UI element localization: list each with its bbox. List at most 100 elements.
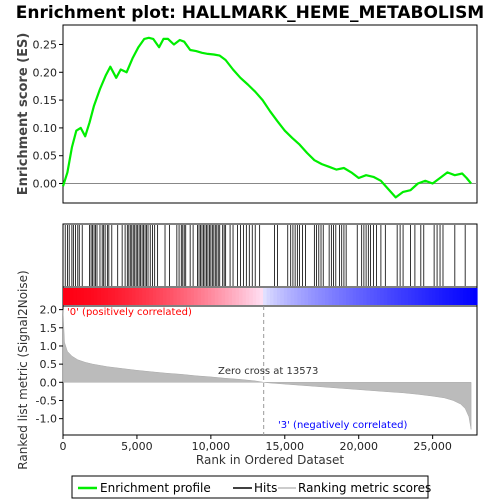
color-bar-segment xyxy=(390,288,395,305)
color-bar-segment xyxy=(235,288,240,305)
color-bar-segment xyxy=(218,288,223,305)
color-bar-segment xyxy=(370,288,375,305)
color-bar-segment xyxy=(325,288,330,305)
es-y-tick-label: 0.10 xyxy=(33,122,58,135)
color-bar-segment xyxy=(207,288,212,305)
color-bar-segment xyxy=(356,288,361,305)
color-bar-segment xyxy=(94,288,99,305)
color-bar-segment xyxy=(76,288,81,305)
color-bar-segment xyxy=(335,288,340,305)
color-bar-segment xyxy=(121,288,126,305)
color-bar-segment xyxy=(228,288,233,305)
color-bar-segment xyxy=(363,288,368,305)
color-bar-segment xyxy=(90,288,95,305)
color-bar-segment xyxy=(304,288,309,305)
color-bar-segment xyxy=(352,288,357,305)
color-bar-segment xyxy=(442,288,447,305)
color-bar-segment xyxy=(463,288,468,305)
color-bar-segment xyxy=(270,288,275,305)
ranking-metric-area xyxy=(62,309,472,430)
rank-x-tick-label: 0 xyxy=(60,440,67,453)
color-bar-segment xyxy=(125,288,130,305)
rank-y-tick-label: 2.0 xyxy=(40,304,58,317)
color-bar-segment xyxy=(311,288,316,305)
color-bar-segment xyxy=(73,288,78,305)
color-bar-segment xyxy=(439,288,444,305)
color-bar-segment xyxy=(159,288,164,305)
hit-markers xyxy=(64,225,466,286)
color-bar-segment xyxy=(408,288,413,305)
rank-y-tick-label: 1.0 xyxy=(40,340,58,353)
rank-x-tick-label: 15,000 xyxy=(266,440,305,453)
color-bar-segment xyxy=(166,288,171,305)
color-bar-segment xyxy=(183,288,188,305)
legend-enrichment-label: Enrichment profile xyxy=(100,481,211,495)
color-bar-segment xyxy=(259,288,264,305)
color-gradient-bar xyxy=(63,288,478,305)
color-bar-segment xyxy=(366,288,371,305)
color-bar-segment xyxy=(404,288,409,305)
color-bar-segment xyxy=(359,288,364,305)
color-bar-segment xyxy=(252,288,257,305)
color-bar-segment xyxy=(394,288,399,305)
color-bar-segment xyxy=(435,288,440,305)
color-bar-segment xyxy=(194,288,199,305)
rank-y-axis: -1.0 -0.5 0.0 0.5 1.0 1.5 2.0 xyxy=(36,304,63,426)
color-bar-segment xyxy=(418,288,423,305)
zero-cross-label: Zero cross at 13573 xyxy=(218,366,318,377)
color-bar-segment xyxy=(297,288,302,305)
color-bar-segment xyxy=(273,288,278,305)
color-bar-segment xyxy=(428,288,433,305)
color-bar-segment xyxy=(163,288,168,305)
color-bar-segment xyxy=(452,288,457,305)
es-panel-frame xyxy=(62,24,478,204)
color-bar-segment xyxy=(149,288,154,305)
color-bar-segment xyxy=(118,288,123,305)
color-bar-segment xyxy=(173,288,178,305)
color-bar-segment xyxy=(204,288,209,305)
rank-y-tick-label: 0.0 xyxy=(40,376,58,389)
color-bar-segment xyxy=(138,288,143,305)
color-bar-segment xyxy=(307,288,312,305)
es-y-tick-label: 0.00 xyxy=(33,178,58,191)
color-bar-segment xyxy=(69,288,74,305)
color-bar-segment xyxy=(225,288,230,305)
es-y-tick-label: 0.20 xyxy=(33,66,58,79)
color-bar-segment xyxy=(238,288,243,305)
color-bar-segment xyxy=(152,288,157,305)
color-bar-segment xyxy=(266,288,271,305)
color-bar-segment xyxy=(314,288,319,305)
color-bar-segment xyxy=(449,288,454,305)
color-bar-segment xyxy=(414,288,419,305)
color-bar-segment xyxy=(197,288,202,305)
color-bar-segment xyxy=(132,288,137,305)
color-bar-segment xyxy=(397,288,402,305)
color-bar-segment xyxy=(135,288,140,305)
color-bar-segment xyxy=(318,288,323,305)
color-bar-segment xyxy=(470,288,475,305)
color-bar-segment xyxy=(263,288,268,305)
color-bar-segment xyxy=(445,288,450,305)
color-bar-segment xyxy=(156,288,161,305)
color-bar-segment xyxy=(87,288,92,305)
es-y-axis-label: Enrichment score (ES) xyxy=(16,33,31,196)
color-bar-segment xyxy=(211,288,216,305)
color-bar-segment xyxy=(328,288,333,305)
color-bar-segment xyxy=(339,288,344,305)
es-y-tick-label: 0.05 xyxy=(33,150,58,163)
color-bar-segment xyxy=(294,288,299,305)
color-bar-segment xyxy=(232,288,237,305)
color-bar-segment xyxy=(421,288,426,305)
es-y-axis: 0.00 0.05 0.10 0.15 0.20 0.25 xyxy=(33,38,63,191)
color-bar-segment xyxy=(97,288,102,305)
color-bar-segment xyxy=(425,288,430,305)
color-bar-segment xyxy=(283,288,288,305)
color-bar-segment xyxy=(345,288,350,305)
color-bar-segment xyxy=(301,288,306,305)
rank-y-tick-label: 0.5 xyxy=(40,358,58,371)
positive-correlation-label: '0' (positively correlated) xyxy=(67,307,192,318)
color-bar-segment xyxy=(256,288,261,305)
negative-correlation-label: '3' (negatively correlated) xyxy=(278,420,407,431)
rank-y-tick-label: -0.5 xyxy=(36,394,57,407)
